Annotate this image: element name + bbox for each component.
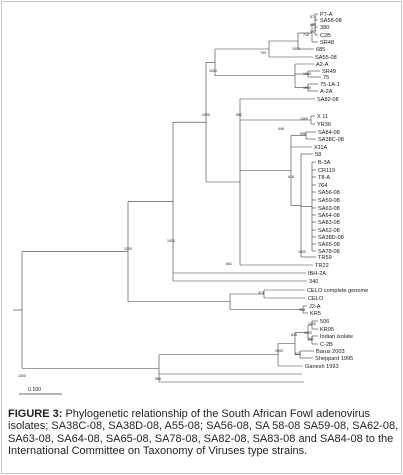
figure-caption: FIGURE 3: Phylogenetic relationship of t… [8, 408, 400, 457]
taxon-label: SA55-08 [315, 55, 337, 61]
taxon-label: X 11 [317, 114, 328, 120]
taxon-label: SA59-08 [318, 198, 340, 204]
bootstrap-value: 1000 [303, 72, 311, 76]
caption-label: FIGURE 3: [8, 408, 63, 420]
bootstrap-value: 674 [295, 352, 301, 356]
taxon-label: SA78-08 [318, 249, 340, 255]
taxon-label: SR49 [322, 69, 336, 75]
taxon-label: SA38D-08 [318, 235, 344, 241]
taxon-label: SA58-08 [320, 18, 342, 24]
caption-text: Phylogenetic relationship of the South A… [8, 408, 399, 457]
taxon-label: TR22 [315, 263, 329, 269]
bootstrap-value: 1000 [303, 86, 311, 90]
bootstrap-value: 815 [291, 333, 297, 337]
taxon-label: Indian isolate [320, 334, 353, 340]
bootstrap-value: 1000 [167, 239, 175, 243]
taxon-label: SA56-08 [318, 190, 340, 196]
taxon-label: P7-A [320, 12, 333, 18]
taxon-label: IBH-2A [308, 271, 326, 277]
taxon-label: TR59 [318, 255, 332, 261]
taxon-label: 340 [309, 279, 318, 285]
bootstrap-value: 1000 [298, 250, 306, 254]
bootstrap-value: 1000 [292, 47, 300, 51]
taxon-label: 75 [323, 75, 329, 81]
taxon-label: A2-A [316, 62, 329, 68]
bootstrap-value: 997 [310, 30, 316, 34]
taxon-label: CELO [308, 296, 324, 302]
taxon-label: SA64-08 [318, 213, 340, 219]
bootstrap-value: 374 [258, 291, 264, 295]
bootstrap-value: 654 [310, 23, 316, 27]
taxon-label: SA38C-08 [318, 137, 344, 143]
bootstrap-value: 1000 [304, 331, 312, 335]
scale-bar: 0.100 [19, 387, 62, 395]
taxon-label: 764 [318, 183, 327, 189]
bootstrap-value: 1000 [308, 322, 316, 326]
bootstrap-value: 718 [303, 33, 309, 37]
taxon-label: T8-A [318, 175, 330, 181]
bootstrap-value: 908 [299, 308, 305, 312]
bootstrap-value: 1000 [275, 349, 283, 353]
bootstrap-value: 709 [260, 51, 266, 55]
taxon-label: C2B [320, 33, 331, 39]
taxon-label: B-3A [318, 160, 331, 166]
taxon-label: YR36 [317, 122, 331, 128]
taxon-label: 58 [315, 152, 321, 158]
taxon-label: SA62-08 [318, 228, 340, 234]
taxon-label: SA82-08 [317, 97, 339, 103]
taxon-label: CR119 [318, 168, 335, 174]
taxon-label: KR95 [320, 327, 334, 333]
taxon-label: 685 [316, 47, 325, 53]
taxon-label: J2-A [309, 304, 321, 310]
bootstrap-value: 1000 [202, 113, 210, 117]
bootstrap-value: 661 [226, 262, 232, 266]
bootstrap-value: 841 [308, 337, 314, 341]
taxon-label: SA83-08 [318, 220, 340, 226]
taxon-label: SA84-08 [318, 130, 340, 136]
taxon-label: A-2A [320, 89, 333, 95]
taxon-label: 506 [320, 319, 329, 325]
taxon-label: 75-1A-1 [320, 82, 340, 88]
taxon-label: SA65-08 [318, 242, 340, 248]
bootstrap-value: 958 [155, 377, 161, 381]
bootstrap-value: 998 [300, 132, 306, 136]
bootstrap-value: 582 [236, 113, 242, 117]
taxon-label: CELO complete genome [307, 288, 368, 294]
taxon-label: SA63-08 [318, 206, 340, 212]
taxon-label: X11A [314, 145, 328, 151]
bootstrap-value: 446 [278, 127, 284, 131]
taxon-label: SR48 [320, 40, 334, 46]
taxon-label: Barus 2003 [316, 349, 345, 355]
taxon-label: KR5 [310, 311, 321, 317]
taxon-label: C-2B [320, 342, 333, 348]
taxon-label: 380 [320, 25, 329, 31]
bootstrap-value: 1000 [18, 374, 26, 378]
scale-bar-label: 0.100 [28, 387, 41, 393]
bootstrap-value: 1000 [300, 117, 308, 121]
bootstrap-value: 1000 [209, 69, 217, 73]
bootstrap-value: 618 [288, 175, 294, 179]
taxon-label: Ganesh 1993 [305, 364, 339, 370]
taxon-label: Sheppard 1995 [315, 356, 353, 362]
bootstrap-value: 1000 [124, 247, 132, 251]
bootstrap-value: 871 [310, 15, 316, 19]
